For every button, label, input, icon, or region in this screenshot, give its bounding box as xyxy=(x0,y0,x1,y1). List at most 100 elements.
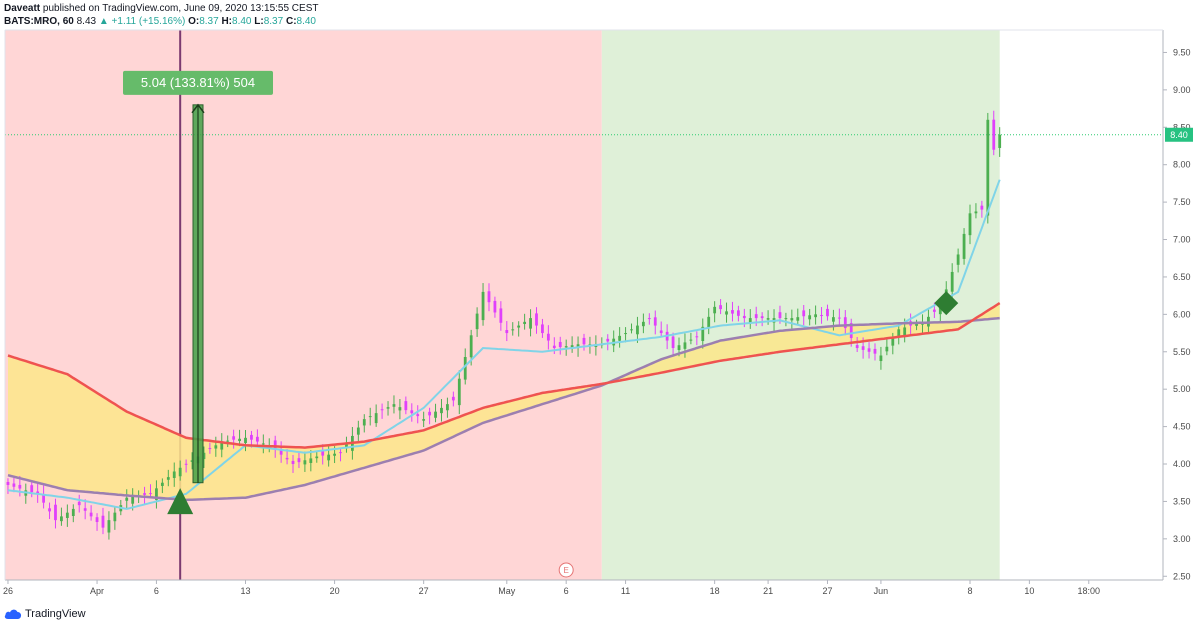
candle xyxy=(475,307,479,337)
candle xyxy=(618,327,622,348)
candle xyxy=(808,308,812,326)
candle-body xyxy=(820,315,823,317)
candle xyxy=(356,420,360,442)
x-tick-label: Apr xyxy=(90,586,104,596)
candle-body xyxy=(938,306,942,315)
candle xyxy=(107,511,111,540)
candle xyxy=(873,343,877,361)
candle xyxy=(641,313,645,334)
candle xyxy=(867,342,871,359)
symbol-label[interactable]: BATS:MRO, 60 xyxy=(4,16,74,27)
candle-body xyxy=(903,327,907,336)
candle-body xyxy=(861,346,865,350)
y-tick-label: 3.00 xyxy=(1173,534,1191,544)
candle-body xyxy=(950,271,954,292)
candle-body xyxy=(190,460,194,462)
candle xyxy=(766,310,770,325)
candle xyxy=(558,336,562,355)
candle xyxy=(731,301,734,322)
current-price-badge xyxy=(1165,127,1193,142)
candle xyxy=(71,504,75,523)
candle-body xyxy=(523,321,527,325)
author-name[interactable]: Daveatt xyxy=(4,3,41,14)
candle-body xyxy=(885,346,889,352)
candle xyxy=(689,332,693,345)
candle-body xyxy=(107,520,111,533)
x-tick-label: 13 xyxy=(240,586,250,596)
candle xyxy=(261,434,265,454)
candle xyxy=(915,319,918,331)
measure-tool[interactable]: 5.04 (133.81%) 504 xyxy=(123,70,273,484)
candle-body xyxy=(54,504,57,521)
candle-body xyxy=(814,314,817,318)
earnings-icon[interactable] xyxy=(558,562,574,578)
y-tick-label: 8.50 xyxy=(1173,122,1191,132)
candle-body xyxy=(552,345,556,349)
candle-body xyxy=(968,213,972,236)
candle-body xyxy=(315,456,319,459)
candle xyxy=(748,309,752,329)
candle-body xyxy=(719,305,722,310)
open-value: 8.37 xyxy=(199,16,219,27)
candle xyxy=(986,112,990,224)
candle-body xyxy=(915,323,918,326)
x-tick-label: 20 xyxy=(330,586,340,596)
candle xyxy=(101,507,105,535)
candle-body xyxy=(564,346,568,348)
candle-body xyxy=(570,345,574,349)
candle-body xyxy=(434,411,437,418)
candle xyxy=(511,322,515,336)
candle xyxy=(190,452,194,470)
candle xyxy=(820,307,823,324)
candle xyxy=(535,307,538,334)
candle-body xyxy=(541,324,544,334)
candle xyxy=(790,309,794,329)
candle-body xyxy=(261,443,265,445)
x-tick-label: May xyxy=(498,586,516,596)
signal-ma-line xyxy=(7,179,1001,510)
tradingview-logo[interactable]: TradingView xyxy=(4,606,86,622)
candle-body xyxy=(517,325,521,328)
candle xyxy=(404,396,408,415)
candle-body xyxy=(796,317,800,321)
candle-body xyxy=(546,333,550,341)
candle xyxy=(214,436,218,457)
x-tick-label: 10 xyxy=(1024,586,1034,596)
candle-body xyxy=(659,330,663,334)
y-tick-label: 7.00 xyxy=(1173,235,1191,245)
candle xyxy=(956,248,960,273)
candle-body xyxy=(558,341,562,348)
candle-body xyxy=(83,508,87,511)
candle-body xyxy=(95,517,99,523)
candle-body xyxy=(327,454,331,461)
candle xyxy=(760,312,764,327)
candle xyxy=(202,446,206,469)
candle xyxy=(950,263,954,301)
x-tick-label: 27 xyxy=(419,586,429,596)
signal-diamond-icon[interactable] xyxy=(934,291,959,316)
x-tick-label: 6 xyxy=(154,586,159,596)
candle xyxy=(523,313,527,330)
candle-body xyxy=(671,336,675,349)
slow-ma-line xyxy=(7,302,1001,449)
candle-body xyxy=(606,338,610,342)
candle-body xyxy=(493,300,497,313)
candle-body xyxy=(843,317,847,329)
candle-body xyxy=(618,335,622,341)
candle-body xyxy=(689,339,693,341)
buy-signal-triangle-icon[interactable] xyxy=(167,488,194,515)
candle xyxy=(624,327,627,343)
candle xyxy=(814,305,817,325)
candle-body xyxy=(428,411,431,416)
candle xyxy=(855,337,859,353)
candle-body xyxy=(701,326,705,341)
candle-body xyxy=(630,329,633,331)
candle-body xyxy=(101,515,105,528)
candle xyxy=(451,391,455,407)
candle-body xyxy=(505,330,509,334)
candle xyxy=(12,475,16,493)
y-tick-label: 2.50 xyxy=(1173,571,1191,581)
brand-text: TradingView xyxy=(25,608,86,620)
candle xyxy=(541,318,544,338)
